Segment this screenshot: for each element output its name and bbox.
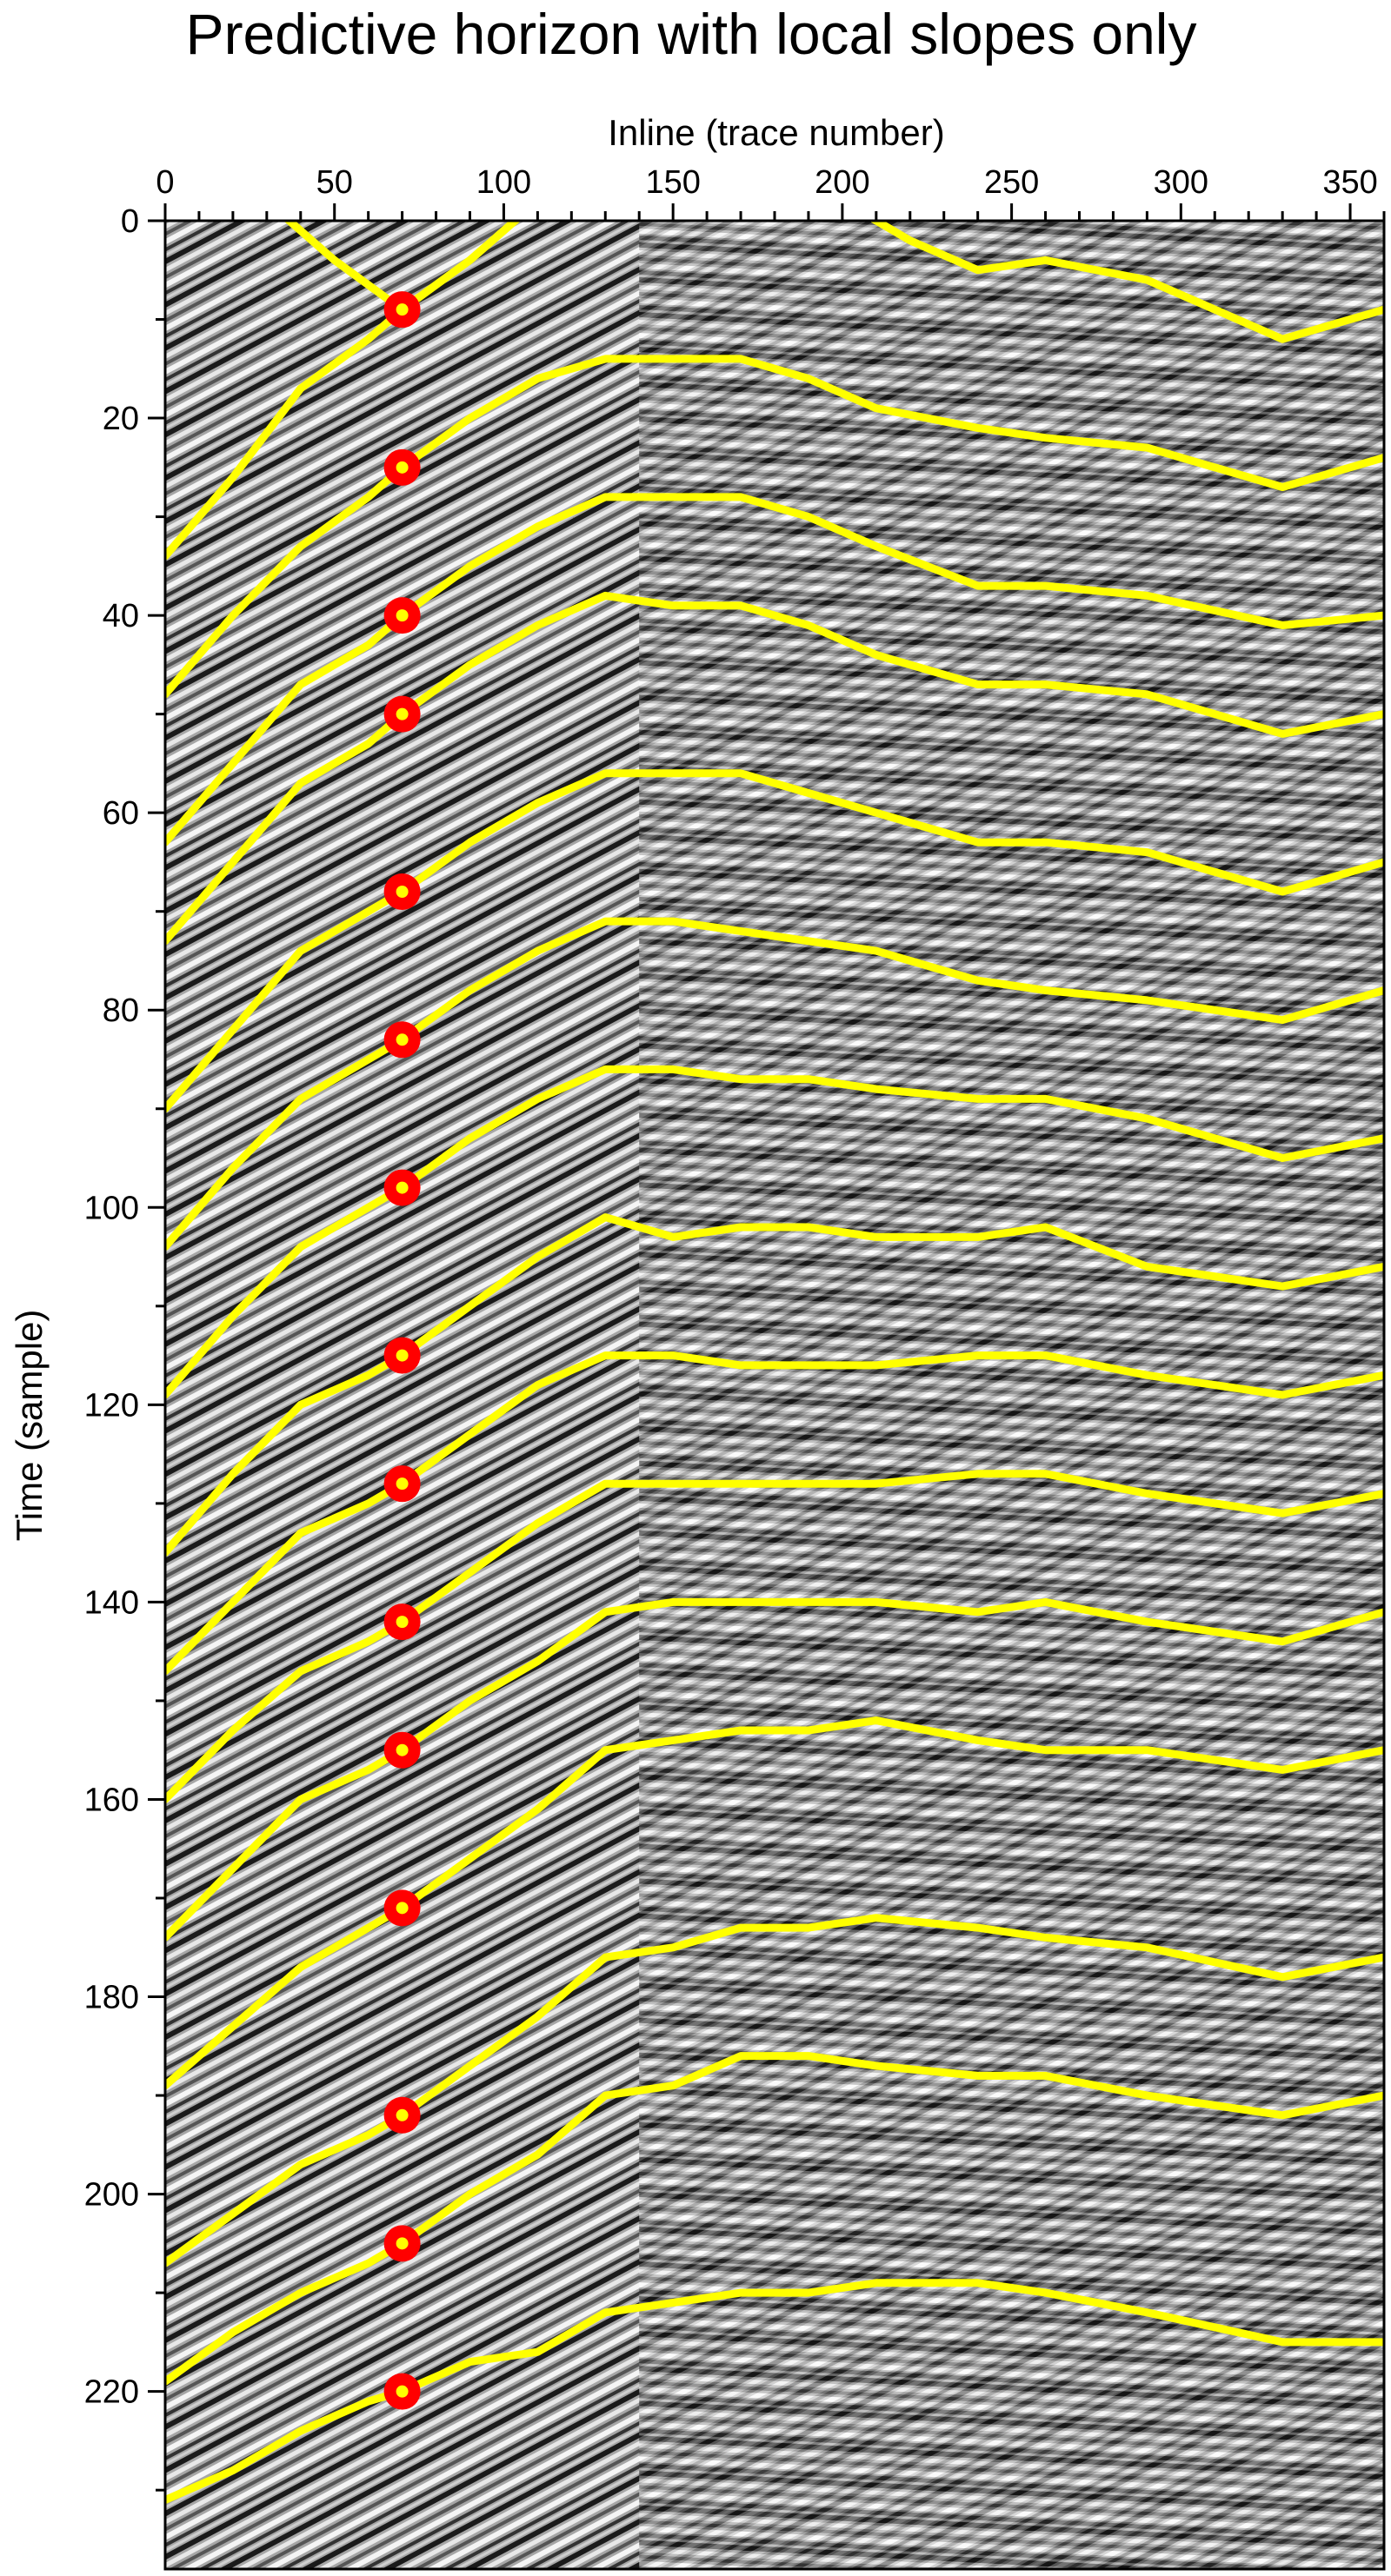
- pick-marker-center: [396, 2237, 409, 2250]
- pick-marker-center: [396, 1181, 409, 1194]
- pick-marker-7: [383, 1169, 421, 1206]
- pick-marker-9: [383, 1465, 421, 1503]
- horizon-line-10: [165, 1351, 1384, 1676]
- horizon-line-5: [165, 591, 1384, 946]
- x-tick-label: 0: [156, 164, 174, 201]
- pick-marker-center: [396, 1477, 409, 1490]
- pick-marker-center: [396, 303, 409, 316]
- y-tick-label: 220: [84, 2374, 139, 2411]
- pick-marker-center: [396, 1902, 409, 1915]
- y-tick-label: 200: [84, 2177, 139, 2214]
- pick-marker-center: [396, 1616, 409, 1629]
- x-tick-label: 50: [316, 164, 353, 201]
- y-tick-label: 140: [84, 1584, 139, 1621]
- x-tick-label: 250: [984, 164, 1039, 201]
- horizon-line-6: [165, 769, 1384, 1113]
- y-tick-label: 40: [103, 598, 139, 634]
- pick-marker-1: [383, 291, 421, 329]
- y-tick-label: 160: [84, 1782, 139, 1818]
- chart-title: Predictive horizon with local slopes onl…: [186, 2, 1197, 66]
- x-tick-label: 200: [815, 164, 869, 201]
- plot-area: [163, 219, 1386, 2571]
- y-tick-label: 0: [121, 203, 139, 240]
- horizon-line-16: [165, 2279, 1384, 2504]
- x-axis-label: Inline (trace number): [608, 112, 945, 153]
- y-axis-label: Time (sample): [9, 1310, 50, 1542]
- horizon-line-15: [165, 2052, 1384, 2386]
- pick-marker-center: [396, 1349, 409, 1362]
- y-tick-label: 120: [84, 1387, 139, 1424]
- x-tick-label: 350: [1322, 164, 1377, 201]
- x-tick-label: 300: [1154, 164, 1208, 201]
- horizon-line-11: [165, 1470, 1384, 1803]
- pick-marker-center: [396, 2108, 409, 2121]
- pick-marker-5: [383, 873, 421, 910]
- pick-marker-10: [383, 1603, 421, 1641]
- horizon-line-3: [165, 355, 1384, 699]
- y-tick-label: 20: [103, 401, 139, 437]
- x-axis: 0 50 100 150 200 250 300 350: [156, 164, 1386, 221]
- y-tick-label: 60: [103, 795, 139, 832]
- pick-marker-15: [383, 2373, 421, 2410]
- horizon-line-8: [165, 1065, 1384, 1399]
- pick-marker-center: [396, 2385, 409, 2398]
- pick-marker-14: [383, 2225, 421, 2262]
- pick-marker-center: [396, 609, 409, 622]
- pick-markers: [383, 291, 421, 2410]
- pick-marker-center: [396, 1743, 409, 1756]
- pick-marker-2: [383, 448, 421, 486]
- y-axis: 0 20 40 60 80 100 120 140 160 180 200 220: [84, 203, 165, 2492]
- horizon-line-12: [165, 1597, 1384, 1942]
- horizon-line-13: [165, 1716, 1384, 2090]
- horizon-lines: [165, 221, 1384, 2504]
- pick-marker-center: [396, 707, 409, 720]
- y-tick-label: 180: [84, 1980, 139, 2016]
- y-tick-label: 100: [84, 1190, 139, 1226]
- pick-marker-6: [383, 1021, 421, 1059]
- pick-marker-center: [396, 886, 409, 898]
- pick-marker-8: [383, 1337, 421, 1374]
- horizon-line-9: [165, 1213, 1384, 1557]
- pick-marker-center: [396, 1033, 409, 1046]
- pick-marker-4: [383, 695, 421, 733]
- pick-marker-12: [383, 1889, 421, 1927]
- horizon-line-7: [165, 917, 1384, 1251]
- horizon-line-2: [165, 221, 1384, 561]
- pick-marker-center: [396, 461, 409, 474]
- pick-marker-3: [383, 597, 421, 634]
- pick-marker-11: [383, 1731, 421, 1769]
- y-tick-label: 80: [103, 993, 139, 1029]
- horizon-line-4: [165, 493, 1384, 846]
- x-tick-label: 150: [645, 164, 700, 201]
- horizon-line-14: [165, 1914, 1384, 2267]
- x-tick-label: 100: [476, 164, 531, 201]
- pick-marker-13: [383, 2096, 421, 2134]
